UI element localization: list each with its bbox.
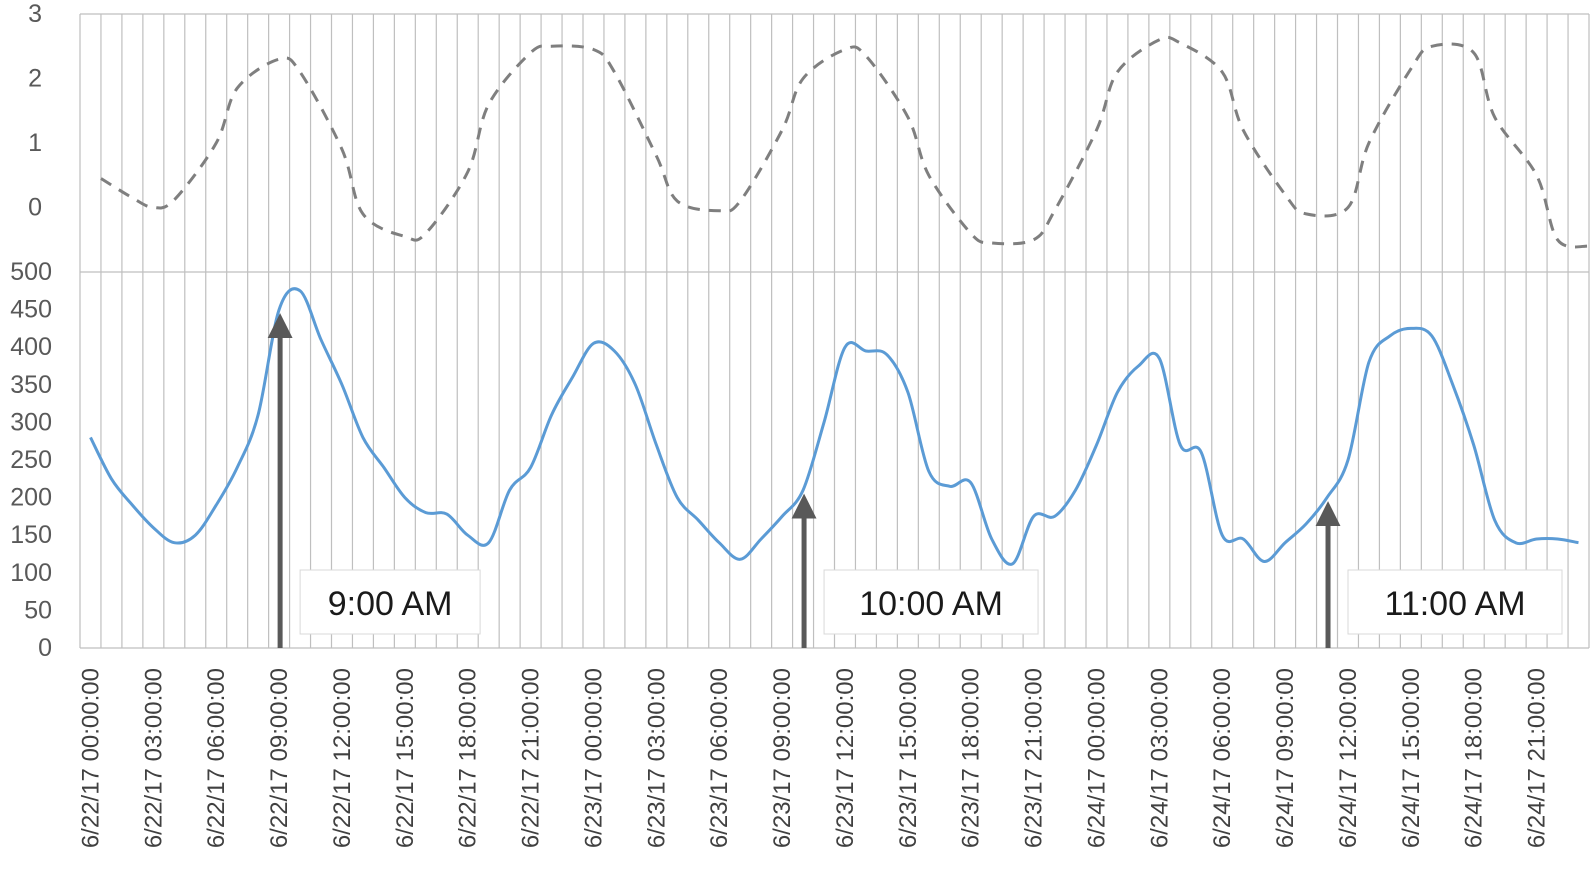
x-tick-label: 6/24/17 18:00:00	[1461, 668, 1488, 848]
x-tick-label: 6/23/17 21:00:00	[1021, 668, 1048, 848]
y-axis-ticks: 0 1 2 3 0 50 100 150 200 250 300 350 400 450 500	[10, 0, 52, 662]
x-tick-label: 6/23/17 00:00:00	[581, 668, 608, 848]
y-tick-label-bottom: 450	[10, 296, 52, 324]
y-tick-label-top: 2	[28, 65, 42, 93]
top-series-line	[100, 35, 1590, 249]
x-tick-label: 6/23/17 06:00:00	[706, 668, 733, 848]
vertical-gridlines	[79, 13, 1590, 649]
x-tick-label: 6/23/17 18:00:00	[958, 668, 985, 848]
x-tick-label: 6/23/17 09:00:00	[769, 668, 796, 848]
x-tick-label: 6/24/17 03:00:00	[1146, 668, 1173, 848]
x-tick-label: 6/22/17 09:00:00	[266, 668, 293, 848]
x-axis-ticks: 6/22/17 00:00:00 6/22/17 03:00:00 6/22/17 …	[78, 668, 1551, 848]
x-tick-label: 6/24/17 12:00:00	[1335, 668, 1362, 848]
y-tick-label-top: 1	[28, 129, 42, 157]
x-tick-label: 6/24/17 06:00:00	[1209, 668, 1236, 848]
y-tick-label-bottom: 150	[10, 521, 52, 549]
x-tick-label: 6/24/17 09:00:00	[1272, 668, 1299, 848]
y-tick-label-bottom: 0	[38, 634, 52, 662]
time-annotations: 9:00 AM 10:00 AM 11:00 AM	[267, 313, 1563, 648]
annotation-label: 11:00 AM	[1384, 585, 1525, 623]
y-tick-label-top: 0	[28, 194, 42, 222]
y-tick-label-bottom: 300	[10, 408, 52, 436]
x-tick-label: 6/24/17 00:00:00	[1084, 668, 1111, 848]
annotation-label: 9:00 AM	[328, 585, 453, 623]
y-tick-label-top: 3	[28, 0, 42, 28]
y-tick-label-bottom: 200	[10, 484, 52, 512]
y-tick-label-bottom: 350	[10, 371, 52, 399]
annotation-label: 10:00 AM	[859, 585, 1003, 623]
x-tick-label: 6/22/17 21:00:00	[518, 668, 545, 848]
annotation-box	[299, 569, 481, 635]
y-tick-label-bottom: 500	[10, 258, 52, 286]
y-tick-label-bottom: 400	[10, 333, 52, 361]
series-layer	[89, 35, 1590, 566]
y-tick-label-bottom: 50	[24, 596, 52, 624]
x-tick-label: 6/24/17 21:00:00	[1524, 668, 1551, 848]
annotation-box	[1347, 569, 1563, 635]
x-tick-label: 6/23/17 15:00:00	[895, 668, 922, 848]
y-tick-label-bottom: 100	[10, 559, 52, 587]
bottom-series-line	[89, 287, 1579, 566]
x-tick-label: 6/24/17 15:00:00	[1398, 668, 1425, 848]
y-tick-label-bottom: 250	[10, 446, 52, 474]
x-tick-label: 6/23/17 12:00:00	[832, 668, 859, 848]
annotation-box	[823, 569, 1039, 635]
x-tick-label: 6/22/17 15:00:00	[392, 668, 419, 848]
x-tick-label: 6/23/17 03:00:00	[643, 668, 670, 848]
x-tick-label: 6/22/17 00:00:00	[78, 668, 105, 848]
x-tick-label: 6/22/17 12:00:00	[329, 668, 356, 848]
x-tick-label: 6/22/17 06:00:00	[203, 668, 230, 848]
x-tick-label: 6/22/17 18:00:00	[455, 668, 482, 848]
x-tick-label: 6/22/17 03:00:00	[140, 668, 167, 848]
